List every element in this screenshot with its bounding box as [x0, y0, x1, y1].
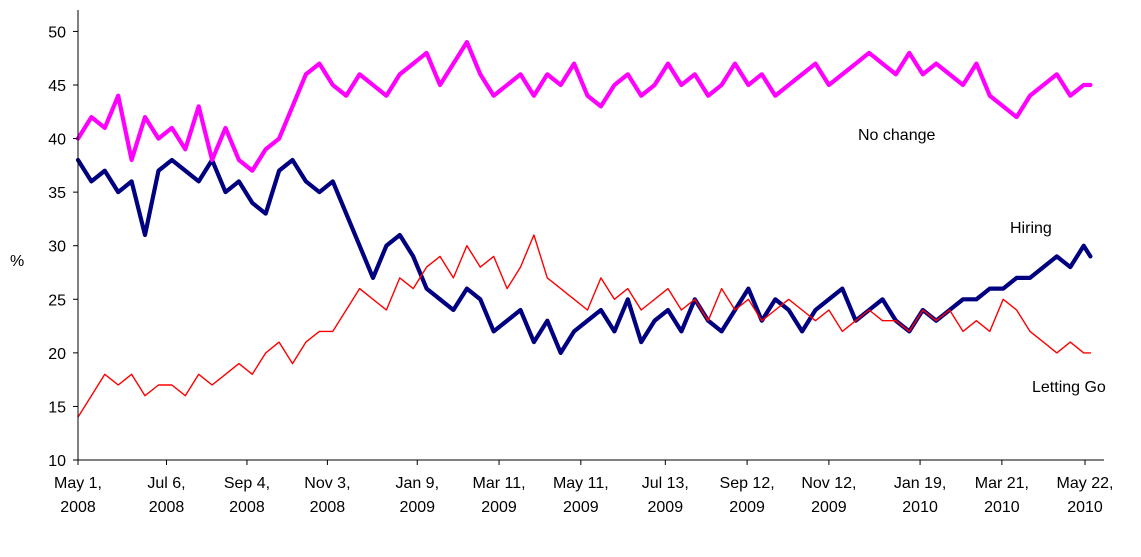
y-tick-label: 50: [48, 24, 66, 41]
y-tick-label: 40: [48, 132, 66, 149]
y-tick-label: 15: [48, 399, 66, 416]
x-tick-label-line1: Sep 4,: [224, 475, 270, 492]
x-tick-label-line2: 2008: [229, 499, 265, 516]
x-tick-label-line2: 2008: [149, 499, 185, 516]
y-tick-label: 10: [48, 453, 66, 470]
x-tick-label-line2: 2010: [984, 499, 1020, 516]
series-label-no-change: No change: [858, 127, 935, 144]
y-tick-label: 25: [48, 292, 66, 309]
x-tick-label-line1: Nov 3,: [304, 475, 350, 492]
x-tick-label-line2: 2009: [729, 499, 765, 516]
plot-series-group: [75, 39, 1093, 418]
axes-group: 10 15 20 25 30 35 40 45 50 May 1, 2008 Jul 6, 2008 Se…: [48, 10, 1113, 516]
series-label-hiring: Hiring: [1010, 220, 1052, 237]
x-tick-label-line2: 2009: [648, 499, 684, 516]
x-tick-label-line1: Mar 21,: [975, 475, 1029, 492]
series-line-hiring: [75, 157, 1093, 355]
x-tick-label-line1: Mar 11,: [473, 475, 526, 492]
x-tick-label-line2: 2009: [399, 499, 435, 516]
series-labels-group: Hiring No change Letting Go: [858, 127, 1106, 396]
x-tick-label-line1: Nov 12,: [801, 475, 856, 492]
series-line-letting-go: [77, 234, 1092, 418]
y-tick-label: 30: [48, 239, 66, 256]
x-tick-label-line2: 2010: [1067, 499, 1103, 516]
x-tick-label-line1: May 1,: [54, 475, 102, 492]
x-tick-label-line1: Jul 13,: [642, 475, 689, 492]
x-tick-label-line2: 2009: [481, 499, 517, 516]
x-tick-label-line1: Jan 19,: [894, 475, 946, 492]
x-tick-label-line1: May 22,: [1057, 475, 1114, 492]
x-tick-label-line2: 2008: [60, 499, 96, 516]
x-tick-label-line1: May 11,: [553, 475, 609, 492]
x-tick-label-line2: 2008: [310, 499, 346, 516]
x-tick-label-line1: Jan 9,: [395, 475, 439, 492]
x-tick-label-line2: 2009: [563, 499, 599, 516]
y-axis-label: %: [10, 253, 24, 270]
x-tick-label-line1: Sep 12,: [720, 475, 775, 492]
x-tick-label-line1: Jul 6,: [147, 475, 185, 492]
y-tick-label: 35: [48, 185, 66, 202]
x-tick-label-line2: 2010: [902, 499, 938, 516]
series-line-no-change: [75, 39, 1093, 173]
y-tick-label: 20: [48, 346, 66, 363]
x-tick-label-line2: 2009: [811, 499, 847, 516]
y-tick-label: 45: [48, 78, 66, 95]
series-label-letting-go: Letting Go: [1032, 379, 1106, 396]
